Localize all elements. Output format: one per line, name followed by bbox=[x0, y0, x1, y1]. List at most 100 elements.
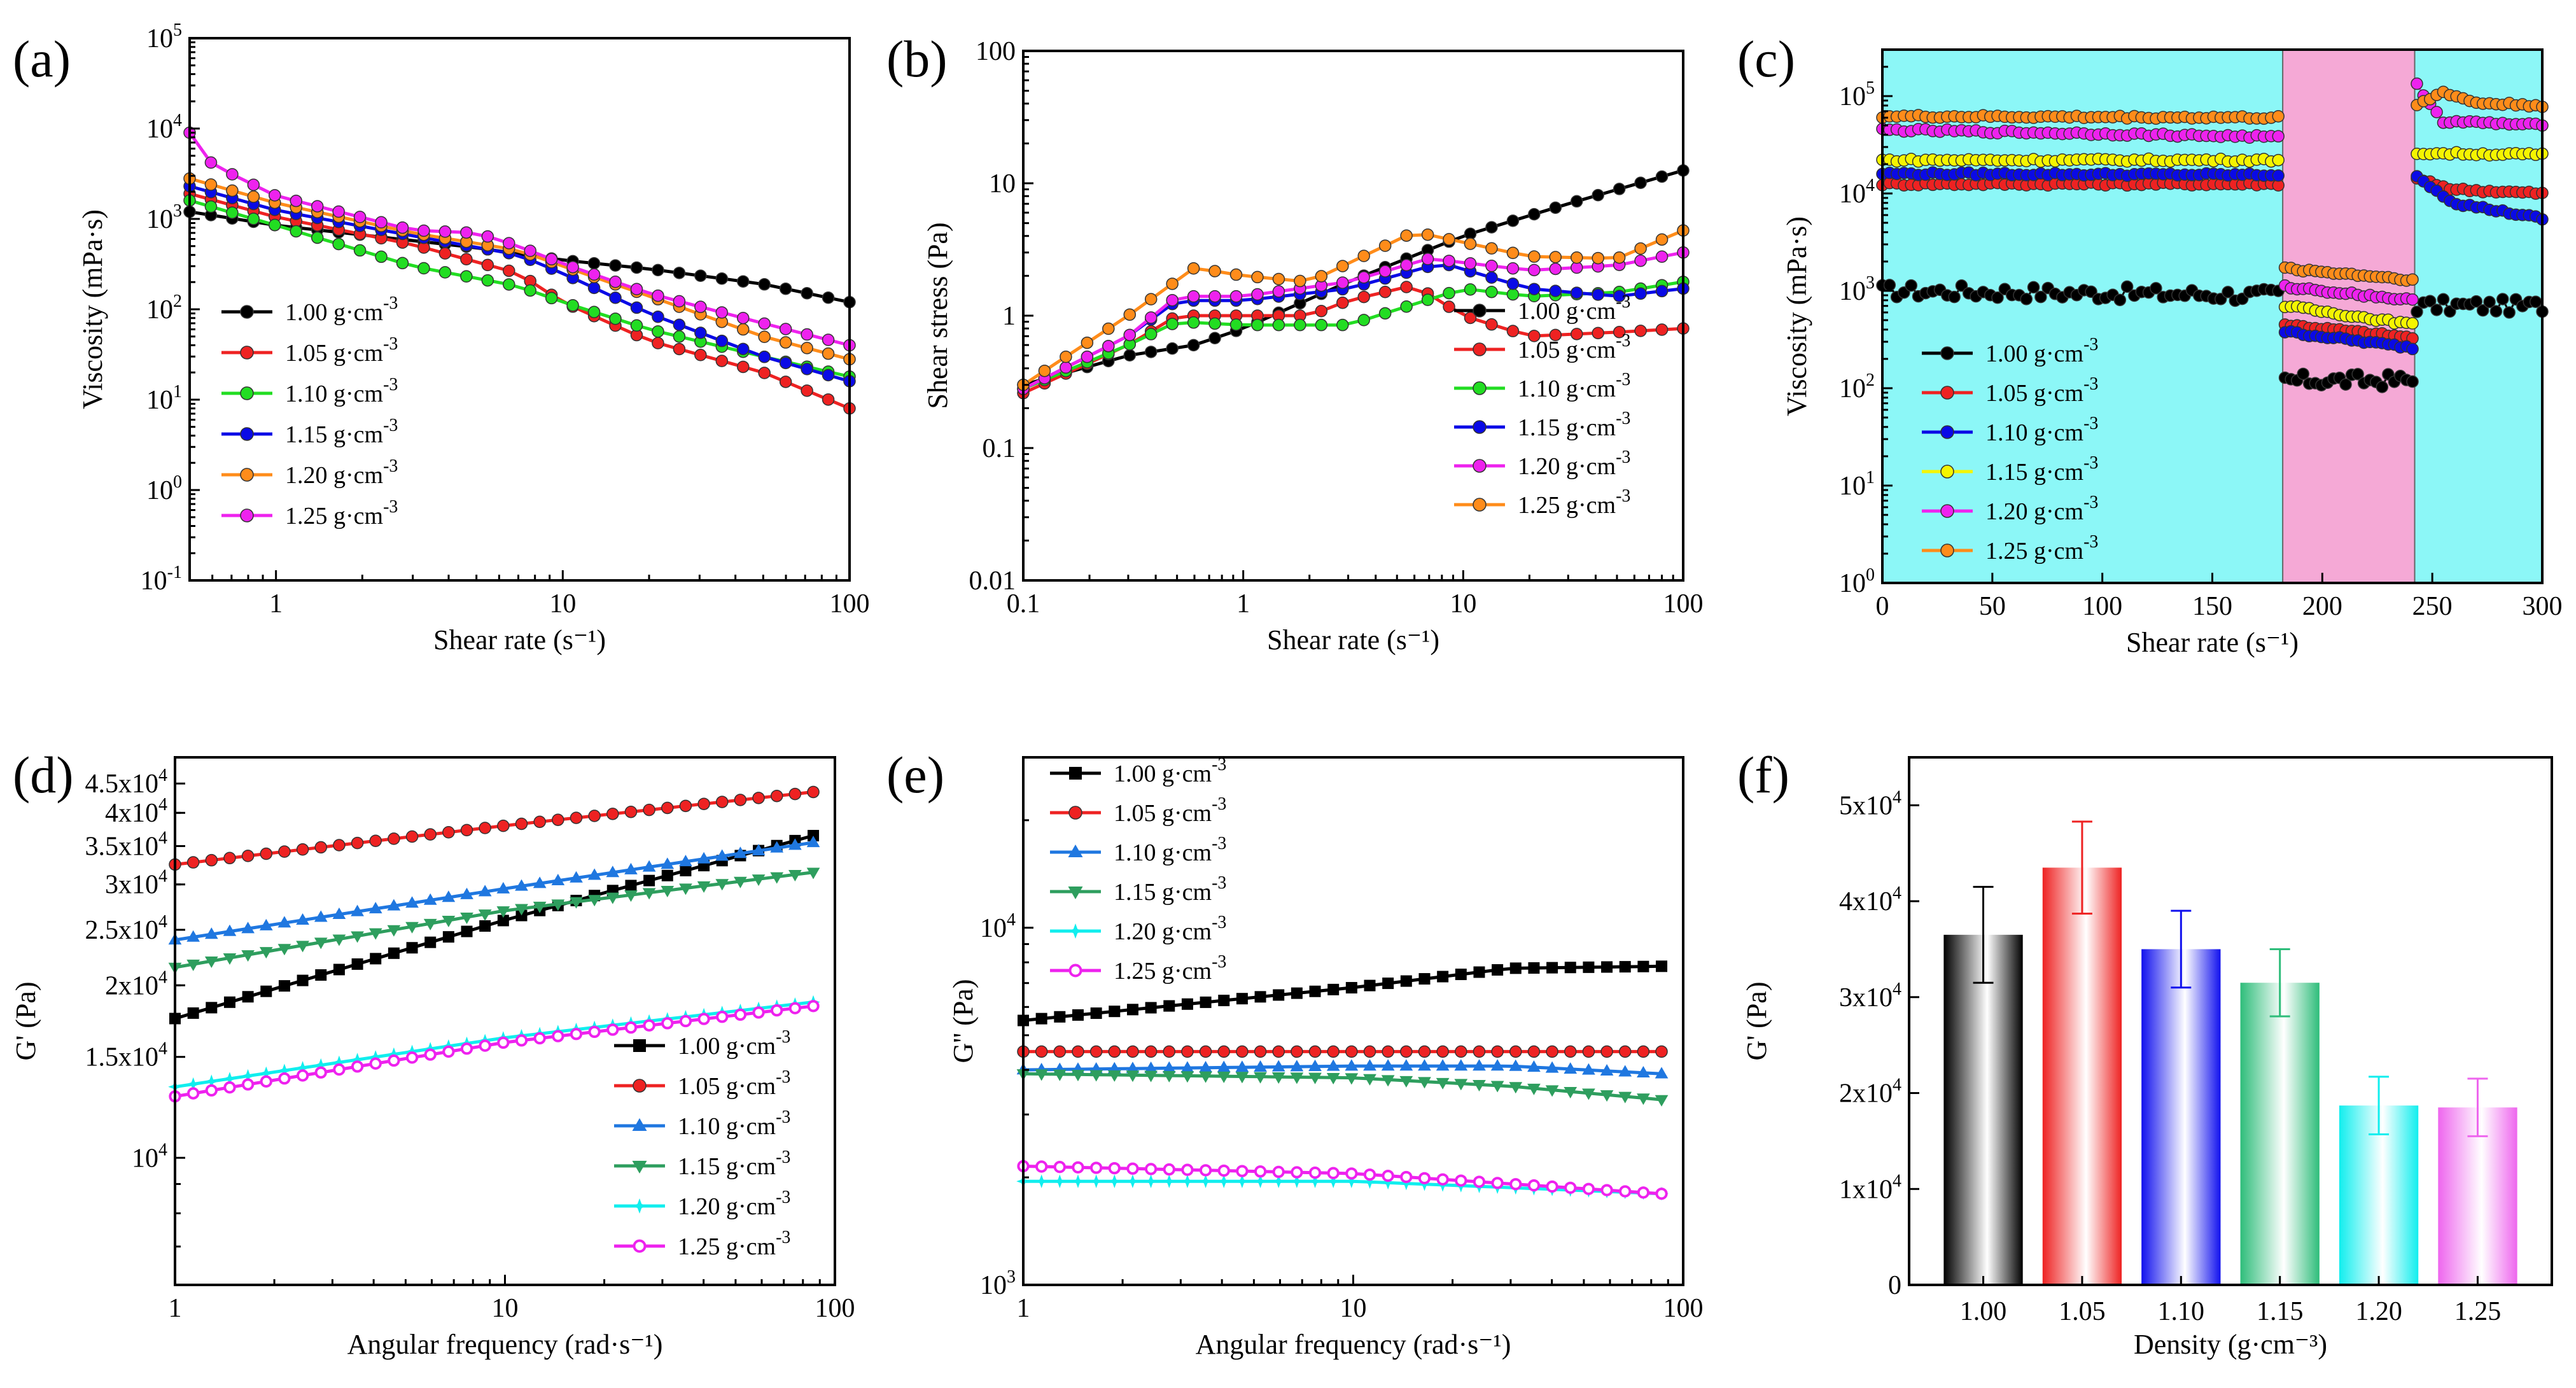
data-point bbox=[822, 368, 835, 382]
data-point bbox=[661, 869, 673, 881]
legend-entry: 1.25 g·cm-3 bbox=[1114, 952, 1226, 985]
data-point bbox=[1144, 1174, 1158, 1188]
data-point bbox=[1072, 1009, 1084, 1021]
panel-f: 1.00 1.05 1.10 1.15 1.20 1.25 0 1x104 2x104 3x104… bbox=[1737, 746, 2553, 1360]
data-point bbox=[438, 225, 452, 238]
data-point bbox=[311, 231, 324, 244]
data-point bbox=[290, 225, 303, 238]
data-point bbox=[1655, 1045, 1668, 1058]
data-point bbox=[715, 354, 729, 367]
data-point bbox=[588, 810, 601, 822]
data-point bbox=[1345, 1059, 1359, 1071]
bar-1.00 bbox=[1943, 934, 2023, 1285]
data-point bbox=[260, 847, 273, 860]
series-1.15 bbox=[168, 867, 820, 974]
data-point bbox=[1399, 1059, 1413, 1071]
data-point bbox=[1991, 291, 2004, 304]
data-point bbox=[204, 956, 218, 968]
data-point bbox=[788, 787, 802, 801]
data-point bbox=[1455, 1174, 1467, 1187]
data-point bbox=[1655, 233, 1669, 246]
y-tick-label: 1.5x104 bbox=[85, 1039, 168, 1072]
legend-marker bbox=[1068, 845, 1083, 857]
data-point bbox=[715, 796, 729, 808]
y-tick-label: 100 bbox=[1839, 565, 1875, 598]
data-point bbox=[295, 1061, 310, 1075]
data-point bbox=[1235, 1072, 1249, 1084]
data-point bbox=[424, 1048, 437, 1061]
data-point bbox=[1199, 1071, 1212, 1083]
x-tick-label: 10 bbox=[492, 1294, 519, 1323]
data-point bbox=[566, 298, 579, 312]
data-point bbox=[1570, 286, 1583, 299]
data-point bbox=[533, 1032, 546, 1045]
data-point bbox=[1235, 1174, 1249, 1188]
data-point bbox=[2085, 285, 2097, 298]
data-point bbox=[375, 250, 388, 263]
data-point bbox=[296, 843, 309, 856]
data-point bbox=[1582, 1088, 1595, 1100]
data-point bbox=[1208, 265, 1221, 277]
data-point bbox=[1634, 325, 1647, 337]
data-point bbox=[758, 330, 771, 343]
data-point bbox=[1592, 188, 1604, 202]
plot-area bbox=[1017, 164, 1690, 400]
data-point bbox=[1162, 1061, 1176, 1073]
x-tick-label: 1.25 bbox=[2454, 1297, 2502, 1326]
data-point bbox=[779, 323, 792, 335]
data-point bbox=[1315, 270, 1328, 283]
data-point bbox=[758, 317, 771, 330]
data-point bbox=[1506, 277, 1520, 290]
panel-label: (e) bbox=[886, 746, 944, 804]
legend-marker bbox=[1940, 543, 1954, 557]
data-point bbox=[1123, 349, 1137, 361]
data-point bbox=[460, 824, 473, 837]
data-point bbox=[770, 841, 784, 853]
legend-marker bbox=[1473, 498, 1487, 512]
y-tick-label: 102 bbox=[1839, 370, 1875, 403]
data-point bbox=[481, 258, 494, 272]
data-point bbox=[1308, 1072, 1322, 1084]
data-point bbox=[223, 953, 237, 965]
data-point bbox=[1506, 214, 1520, 227]
data-point bbox=[314, 841, 328, 854]
series-line bbox=[189, 177, 850, 361]
data-point bbox=[417, 262, 430, 275]
data-point bbox=[1144, 1163, 1158, 1175]
data-point bbox=[460, 270, 473, 283]
data-point bbox=[1418, 1172, 1431, 1185]
data-point bbox=[479, 822, 491, 834]
data-point bbox=[369, 834, 382, 848]
data-point bbox=[1236, 993, 1248, 1005]
data-point bbox=[1254, 1165, 1267, 1178]
data-point bbox=[1218, 995, 1230, 1007]
x-tick-label: 10 bbox=[1340, 1294, 1367, 1323]
data-point bbox=[1506, 325, 1520, 337]
data-point bbox=[822, 333, 835, 346]
data-point bbox=[758, 351, 771, 363]
data-point bbox=[1315, 305, 1328, 318]
data-point bbox=[387, 925, 401, 937]
data-point bbox=[442, 915, 456, 927]
data-point bbox=[1253, 1174, 1268, 1188]
data-point bbox=[1236, 1045, 1249, 1058]
legend-entry: 1.00 g·cm-3 bbox=[1114, 755, 1226, 787]
y-tick-label: 103 bbox=[1839, 273, 1875, 306]
data-point bbox=[1473, 1079, 1486, 1091]
data-point bbox=[353, 211, 367, 223]
data-point bbox=[1418, 973, 1431, 985]
x-tick-label: 50 bbox=[1979, 592, 2006, 621]
data-point bbox=[694, 349, 707, 361]
legend-entry: 1.05 g·cm-3 bbox=[285, 334, 398, 367]
data-point bbox=[423, 893, 437, 905]
data-point bbox=[2272, 169, 2285, 182]
data-point bbox=[1336, 276, 1349, 289]
legend-marker bbox=[1473, 342, 1487, 356]
y-axis-title: G' (Pa) bbox=[1741, 981, 1772, 1060]
data-point bbox=[479, 920, 491, 932]
data-point bbox=[1436, 1077, 1450, 1090]
data-point bbox=[269, 218, 281, 232]
data-point bbox=[1060, 361, 1072, 374]
data-point bbox=[1509, 1178, 1522, 1191]
data-point bbox=[1123, 328, 1137, 342]
